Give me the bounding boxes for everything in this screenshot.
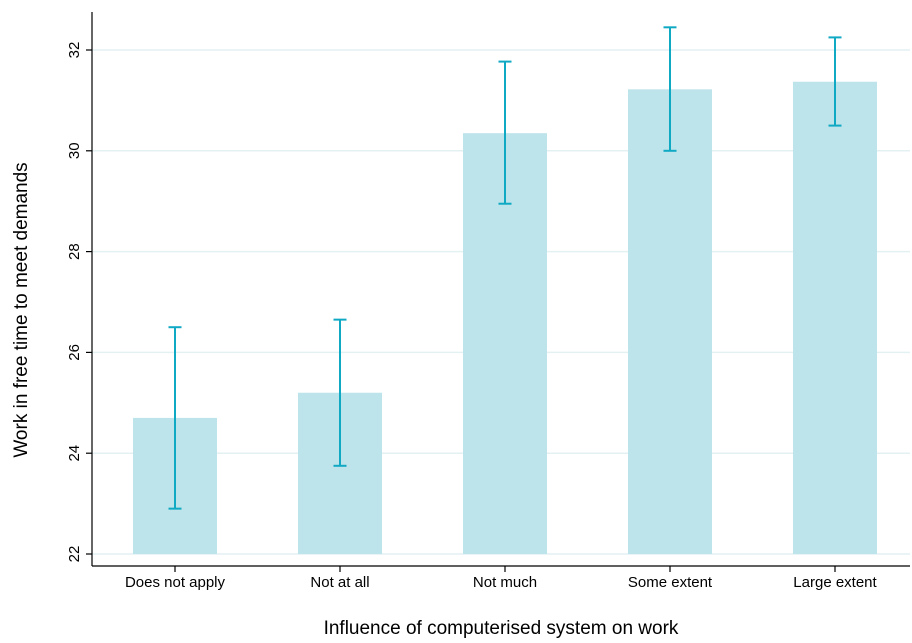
x-tick-label: Does not apply [125, 574, 226, 591]
y-tick-label: 26 [66, 344, 83, 361]
y-tick-labels: 22 24 26 28 30 32 [66, 42, 83, 563]
bar [793, 81, 877, 554]
x-tick-labels: Does not apply Not at all Not much Some ext… [125, 574, 878, 591]
x-axis-title: Influence of computerised system on work [323, 618, 679, 639]
y-tick-label: 24 [66, 445, 83, 462]
x-tick-label: Large extent [793, 574, 877, 591]
y-tick-label: 22 [66, 546, 83, 563]
x-tick-label: Not much [473, 574, 537, 591]
bar [628, 89, 712, 554]
y-axis-title-wrap: Work in free time to meet demands [2, 60, 42, 560]
y-tick-label: 28 [66, 243, 83, 260]
axes [86, 12, 910, 572]
y-tick-label: 32 [66, 42, 83, 59]
x-tick-label: Not at all [310, 574, 369, 591]
y-axis-title: Work in free time to meet demands [11, 162, 32, 458]
x-tick-label: Some extent [628, 574, 713, 591]
error-bars [168, 26, 842, 510]
y-tick-label: 30 [66, 142, 83, 159]
